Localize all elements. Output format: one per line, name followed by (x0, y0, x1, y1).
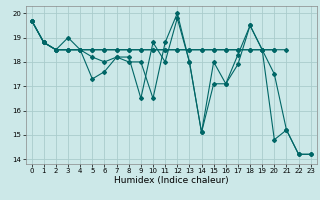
X-axis label: Humidex (Indice chaleur): Humidex (Indice chaleur) (114, 176, 228, 185)
